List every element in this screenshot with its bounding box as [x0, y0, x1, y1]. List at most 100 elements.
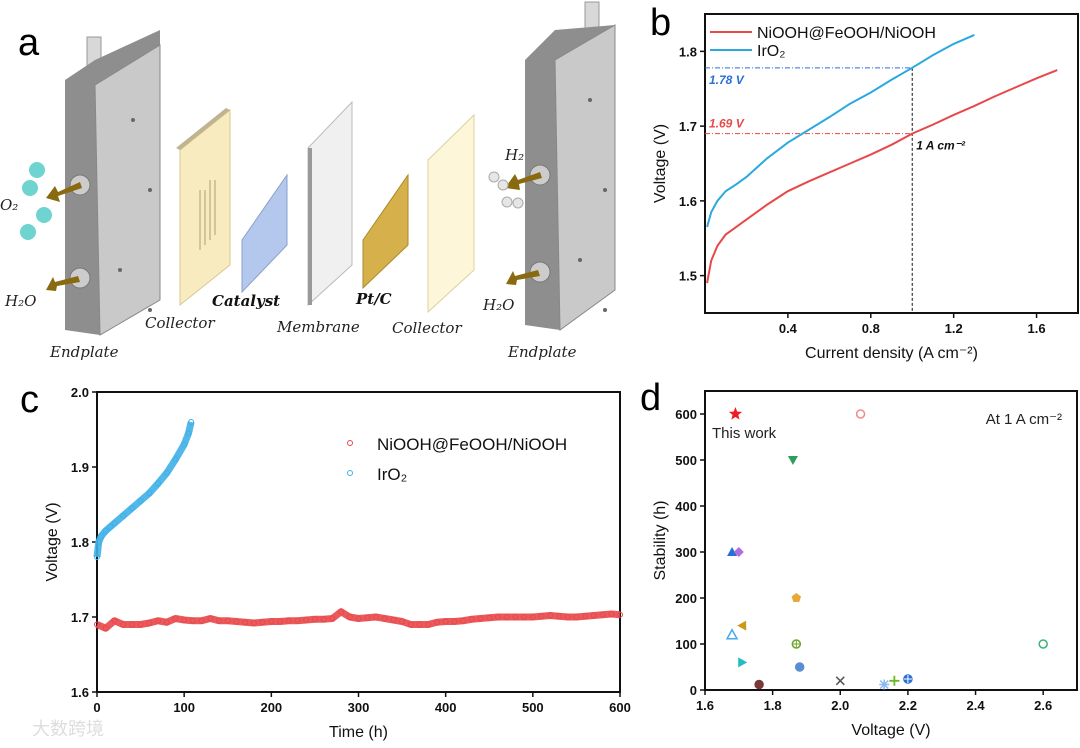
- y-tick-label: 1.6: [71, 685, 89, 700]
- plot-frame: [704, 13, 1079, 314]
- data-point: [494, 614, 501, 620]
- data-point: [224, 617, 231, 624]
- x-tick-label: 1.8: [764, 698, 782, 713]
- data-point: [311, 616, 318, 623]
- label-h2o-left: H₂O: [4, 292, 36, 310]
- data-point: [372, 614, 379, 620]
- catalyst-layer-illustration: [241, 173, 288, 294]
- data-point: [155, 480, 162, 487]
- y-tick-label: 300: [675, 545, 697, 560]
- panel-b-chart: 0.4 0.8 1.2 1.6 1.5 1.6 1.7 1.8 Current density …: [652, 13, 1079, 362]
- label-collector-right: Collector: [392, 319, 462, 337]
- data-point: [216, 617, 223, 624]
- data-point: [599, 611, 606, 618]
- data-point: [512, 614, 519, 620]
- data-point: [155, 617, 162, 624]
- data-point: [137, 621, 144, 628]
- plus-marker: [889, 675, 900, 686]
- series-band-0: [95, 608, 621, 632]
- data-point: [555, 613, 562, 620]
- left-endplate-illustration: [20, 30, 161, 336]
- y-axis-title: Voltage (V): [44, 502, 61, 581]
- inflow-arrow-icon: [46, 276, 80, 291]
- data-point: [364, 614, 371, 621]
- data-point: [538, 613, 545, 620]
- membrane-edge: [308, 148, 312, 305]
- legend-label: NiOOH@FeOOH/NiOOH: [377, 435, 567, 454]
- legend-marker: [347, 470, 353, 476]
- x-axis-title: Voltage (V): [851, 722, 930, 739]
- y-tick-label: 0: [690, 683, 697, 698]
- data-point: [94, 554, 100, 560]
- circle-plus-marker-cross: [903, 674, 912, 683]
- open-circle-marker: [855, 409, 866, 419]
- hexagon-marker: [1038, 639, 1048, 649]
- data-point: [207, 615, 214, 622]
- y-tick-label: 1.9: [71, 460, 89, 475]
- data-point: [128, 621, 135, 628]
- watermark: 大数跨境: [32, 719, 104, 739]
- legend-label: IrO₂: [377, 465, 407, 484]
- x-tick-label: 500: [522, 700, 544, 715]
- panel-c-chart: 0 100 200 300 400 500 600 1.6 1.7 1.8 1.9 2.0 Time (…: [44, 385, 631, 741]
- data-point: [590, 612, 597, 619]
- data-point: [268, 618, 275, 625]
- this-work-label: This work: [712, 425, 777, 442]
- x-axis-title: Time (h): [329, 724, 388, 741]
- data-point: [181, 617, 188, 623]
- triangle-left-marker: [737, 620, 747, 631]
- y-tick-label: 500: [675, 453, 697, 468]
- legend-label: NiOOH@FeOOH/NiOOH: [757, 25, 936, 42]
- x-tick-label: 2.4: [967, 698, 986, 713]
- data-point: [172, 615, 179, 622]
- label-h2: H₂: [504, 146, 524, 164]
- series-band-1: [93, 421, 195, 558]
- circle-cross-marker-cross: [792, 640, 801, 648]
- data-point: [294, 617, 301, 624]
- data-point: [320, 616, 327, 623]
- x-tick-label: 0.4: [779, 321, 798, 336]
- label-endplate-right: Endplate: [507, 343, 577, 361]
- data-point: [137, 497, 144, 504]
- x-tick-label: 2.2: [899, 698, 917, 713]
- open-triangle-marker: [725, 628, 739, 640]
- plot-frame: [704, 390, 1078, 691]
- outflow-arrow-icon: [505, 172, 542, 190]
- data-point: [120, 512, 127, 519]
- x-tick-label: 1.2: [945, 321, 963, 336]
- data-point: [250, 620, 257, 626]
- data-point: [346, 614, 353, 620]
- data-point: [521, 614, 528, 620]
- label-ptc: Pt/C: [355, 290, 392, 308]
- data-point: [399, 618, 406, 625]
- x-tick-label: 600: [609, 700, 631, 715]
- circle-marker: [754, 679, 764, 690]
- data-point: [111, 520, 118, 527]
- data-point: [120, 621, 127, 628]
- data-point: [617, 611, 623, 618]
- y-tick-label: 200: [675, 591, 697, 606]
- collector-right-illustration: [427, 113, 475, 314]
- label-membrane: Membrane: [276, 318, 360, 336]
- data-point: [338, 608, 345, 615]
- pentagon-marker: [791, 593, 802, 603]
- h2-molecule-icon: [488, 171, 524, 209]
- data-point: [185, 430, 192, 437]
- legend-label: IrO₂: [757, 43, 785, 60]
- legend-marker: [347, 440, 353, 446]
- data-point: [547, 612, 554, 619]
- right-endplate-illustration: [488, 1, 616, 331]
- x-tick-label: 0: [93, 700, 100, 715]
- data-point: [94, 621, 100, 628]
- data-point: [390, 617, 397, 623]
- y-tick-label: 400: [675, 499, 697, 514]
- inflow-arrow-icon: [506, 270, 540, 285]
- data-point: [573, 614, 580, 620]
- data-point: [188, 419, 195, 425]
- data-point: [242, 619, 249, 626]
- x-tick-label: 200: [260, 700, 282, 715]
- y-tick-label: 100: [675, 637, 697, 652]
- data-point: [451, 618, 458, 625]
- panel-a: a: [0, 1, 616, 361]
- y-tick-label: 600: [675, 407, 697, 422]
